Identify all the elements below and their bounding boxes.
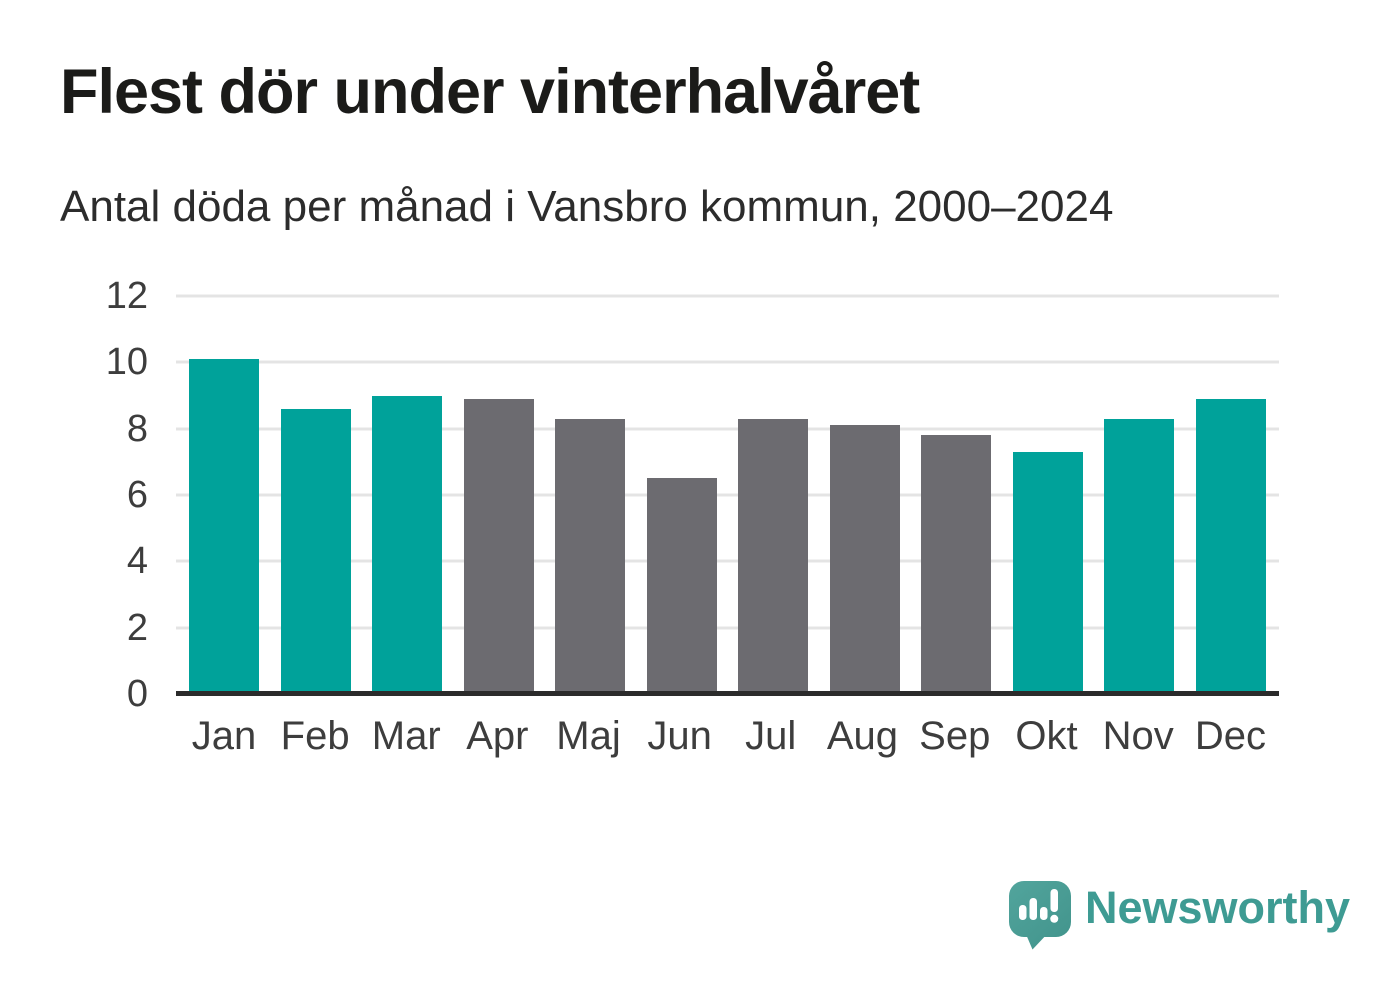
chart-subtitle: Antal döda per månad i Vansbro kommun, 2… <box>60 182 1114 231</box>
logo-wordmark: Newsworthy <box>1085 882 1351 933</box>
bar-mar <box>372 395 443 694</box>
x-tick-label-feb: Feb <box>280 714 350 758</box>
x-tick-label-dec: Dec <box>1194 714 1266 758</box>
gridline-8 <box>176 427 1279 431</box>
plot-area <box>176 294 1279 696</box>
x-tick-label-sep: Sep <box>919 714 991 758</box>
bar-sep <box>921 435 992 694</box>
x-tick-label-okt: Okt <box>1015 714 1078 758</box>
bar-aug <box>829 425 900 694</box>
bar-okt <box>1012 451 1083 694</box>
gridline-10 <box>176 360 1279 364</box>
x-tick-label-mar: Mar <box>371 714 441 758</box>
y-tick-label-10: 10 <box>105 341 148 384</box>
x-axis-labels: Jan Feb Mar Apr Maj Jun Jul Aug Sep Okt Nov Dec <box>176 714 1279 759</box>
y-tick-label-4: 4 <box>126 540 148 583</box>
y-tick-label-8: 8 <box>126 407 148 450</box>
y-axis-labels: 0 2 4 6 8 10 12 <box>0 277 148 713</box>
bars <box>176 296 1279 694</box>
logo-bar-medium-icon <box>1040 907 1048 920</box>
bar-apr <box>463 398 534 694</box>
y-tick-label-6: 6 <box>126 474 148 516</box>
bar-jun <box>646 478 717 694</box>
x-tick-label-nov: Nov <box>1102 714 1174 758</box>
speech-bubble-bar-chart-icon <box>1009 881 1071 950</box>
x-tick-label-jun: Jun <box>647 714 712 758</box>
y-tick-label-12: 12 <box>105 275 148 317</box>
y-tick-label-2: 2 <box>126 606 148 649</box>
bar-feb <box>280 408 351 694</box>
bar-nov <box>1104 418 1175 694</box>
x-tick-label-jan: Jan <box>191 714 257 758</box>
gridline-12 <box>176 294 1279 298</box>
x-tick-label-apr: Apr <box>466 714 529 758</box>
newsworthy-logo: Newsworthy <box>1008 880 1350 950</box>
logo-bar-small-icon <box>1019 905 1027 920</box>
bar-jul <box>738 418 809 694</box>
logo-exclamation-line-icon <box>1050 889 1058 912</box>
x-axis-line <box>176 691 1279 696</box>
chart-title: Flest dör under vinterhalvåret <box>60 57 920 127</box>
gridline-4 <box>176 559 1279 563</box>
x-tick-label-maj: Maj <box>556 714 621 758</box>
gridline-6 <box>176 493 1279 497</box>
bar-maj <box>555 418 626 694</box>
logo-exclamation-dot-icon <box>1050 914 1059 923</box>
x-tick-label-aug: Aug <box>826 714 899 758</box>
bar-dec <box>1195 398 1266 694</box>
logo-bar-tall-icon <box>1029 898 1037 920</box>
gridline-2 <box>176 626 1279 630</box>
bar-jan <box>189 359 259 694</box>
y-tick-label-0: 0 <box>126 673 148 715</box>
x-tick-label-jul: Jul <box>745 714 797 758</box>
